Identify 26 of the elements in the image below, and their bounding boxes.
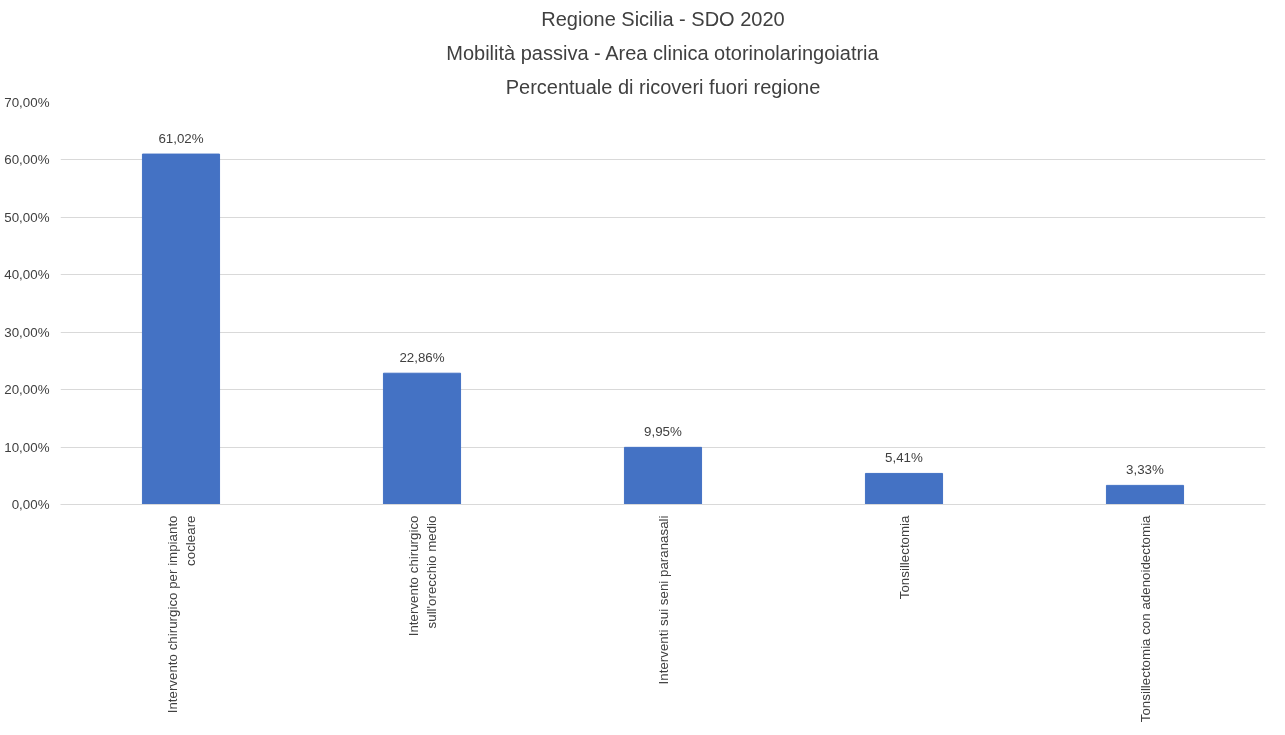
data-label: 5,41%	[885, 450, 924, 466]
y-tick-label: 0,00%	[11, 497, 50, 512]
y-tick-label: 20,00%	[4, 382, 50, 398]
data-label: 61,02%	[158, 131, 204, 147]
x-tick-label: Tonsillectomia	[896, 514, 912, 600]
data-label: 9,95%	[644, 424, 683, 440]
y-tick-label: 40,00%	[4, 267, 50, 283]
x-tick-label: Intervento chirurgico per impianto cocleare	[164, 515, 198, 714]
data-label: 3,33%	[1126, 462, 1165, 478]
bar	[623, 446, 703, 505]
chart-subtitle: Mobilità passiva - Area clinica otorinolaringoiatria	[446, 41, 880, 64]
y-tick-label: 60,00%	[4, 152, 50, 168]
x-tick-label: Intervento chirurgico sull'orecchio medio	[405, 515, 439, 637]
bar	[864, 472, 944, 505]
bar	[1105, 484, 1185, 505]
chart-title: Regione Sicilia - SDO 2020	[541, 7, 785, 30]
x-tick-label: Interventi sui seni paranasali	[655, 515, 671, 685]
y-tick-label: 70,00%	[4, 95, 50, 110]
x-tick-label: Tonsillectomia con adenoidectomia	[1137, 514, 1153, 723]
data-label: 22,86%	[399, 350, 445, 366]
bar	[141, 153, 221, 505]
bar	[382, 372, 462, 505]
text: Percentuale di ricoveri fuori regione	[505, 75, 821, 98]
y-tick-label: 30,00%	[4, 324, 50, 340]
y-tick-label: 50,00%	[4, 209, 50, 225]
y-tick-label: 10,00%	[4, 439, 50, 455]
